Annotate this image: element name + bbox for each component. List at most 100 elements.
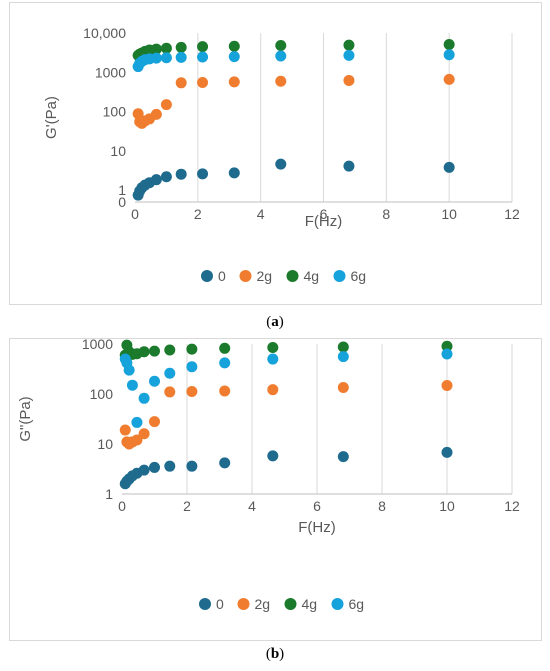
data-point-series-4g (164, 344, 176, 356)
x-tick-label: 0 (131, 206, 139, 222)
data-point-series-6g (138, 392, 150, 404)
y-tick-label: 1000 (95, 64, 126, 80)
x-tick-label: 8 (378, 498, 386, 514)
x-tick-label: 2 (183, 498, 191, 514)
data-point-series-6g (443, 49, 455, 61)
legend-marker-4g (286, 270, 299, 282)
x-tick-label: 2 (194, 206, 202, 222)
legend-marker-2g (237, 598, 250, 610)
caption-a: (a) (266, 314, 284, 330)
legend-marker-6g (331, 598, 344, 610)
data-point-series-4g (219, 342, 231, 354)
data-point-series-6g (175, 51, 187, 63)
data-point-series-4g (343, 39, 355, 51)
legend-marker-0 (199, 598, 211, 610)
y-tick-label: 1000 (82, 339, 113, 352)
caption-b: (b) (265, 646, 285, 662)
data-point-series-4g (150, 43, 162, 55)
chart-panel-b: 0 2 4 6 8 10 12 1 10 100 1000 F(Hz) G"(Pa) 0 2g 4g 6g (9, 338, 542, 641)
data-point-series-6g (228, 51, 240, 63)
data-point-series-6g (131, 416, 143, 428)
data-point-series-4g (228, 40, 240, 52)
data-point-series-4g (443, 38, 455, 50)
data-point-series-2g (149, 416, 160, 428)
y-tick-label: 1 (118, 182, 126, 198)
data-point-series-4g (160, 42, 172, 54)
x-tick-label: 4 (257, 206, 265, 222)
data-point-series-0 (228, 167, 240, 179)
data-point-series-0 (219, 457, 231, 469)
data-point-series-2g (138, 428, 150, 440)
data-point-series-2g (150, 108, 162, 120)
legend-label-6g: 6g (351, 268, 367, 284)
y-tick-label: 10,000 (83, 25, 126, 41)
legend-marker-0 (201, 270, 213, 282)
y-axis-title: G"(Pa) (17, 396, 34, 441)
legend-marker-2g (239, 270, 252, 282)
data-point-series-2g (119, 424, 131, 436)
chart-panel-a: 0 2 4 6 8 10 12 1 10 100 1000 10,000 0 F(Hz) G'(Pa) 0 2g… (9, 2, 542, 305)
y-tick-label: 100 (90, 386, 114, 402)
data-point-series-6g (337, 351, 349, 363)
data-point-series-4g (186, 343, 198, 355)
data-point-series-0 (441, 446, 453, 458)
data-point-series-6g (275, 50, 287, 62)
data-point-series-0 (149, 461, 160, 473)
x-tick-label: 0 (118, 498, 126, 514)
y-tick-label: 0 (118, 194, 126, 210)
data-point-series-2g (175, 77, 187, 89)
data-point-series-2g (164, 386, 176, 398)
y-tick-label: 10 (110, 143, 126, 159)
data-point-series-0 (186, 460, 198, 472)
data-point-series-0 (337, 451, 349, 463)
data-point-series-2g (337, 381, 349, 393)
data-point-series-2g (197, 76, 209, 88)
data-point-series-0 (343, 160, 355, 172)
chart-b-svg: 0 2 4 6 8 10 12 1 10 100 1000 F(Hz) G"(Pa) 0 2g 4g 6g (17, 339, 520, 612)
data-point-series-6g (126, 379, 138, 391)
data-point-series-0 (150, 174, 162, 186)
legend-label-6g: 6g (349, 596, 365, 612)
y-tick-label: 10 (97, 436, 113, 452)
legend-label-0: 0 (216, 596, 224, 612)
x-tick-label: 10 (441, 206, 457, 222)
legend-label-4g: 4g (304, 268, 320, 284)
data-point-series-0 (267, 450, 279, 462)
data-point-series-0 (197, 168, 209, 180)
legend-marker-4g (284, 598, 297, 610)
data-point-series-2g (343, 74, 355, 86)
legend-label-2g: 2g (257, 268, 273, 284)
y-tick-label: 100 (103, 104, 127, 120)
data-point-series-4g (149, 345, 160, 357)
x-axis-title: F(Hz) (298, 519, 336, 536)
data-point-series-6g (123, 364, 135, 376)
data-point-series-0 (443, 161, 455, 173)
caption-a-letter: a (271, 314, 279, 330)
x-tick-label: 8 (382, 206, 390, 222)
data-point-series-4g (267, 342, 279, 354)
x-axis-title: F(Hz) (305, 213, 343, 230)
legend-marker-6g (333, 270, 346, 282)
data-point-series-0 (164, 460, 176, 472)
data-point-series-4g (275, 40, 287, 52)
data-point-series-2g (160, 99, 172, 111)
data-point-series-4g (197, 41, 209, 53)
data-point-series-2g (441, 379, 453, 391)
y-tick-label: 1 (105, 486, 113, 502)
legend-label-2g: 2g (255, 596, 271, 612)
data-point-series-6g (343, 49, 355, 61)
x-tick-label: 4 (248, 498, 256, 514)
data-point-series-2g (267, 384, 279, 396)
x-tick-label: 6 (313, 498, 321, 514)
data-point-series-4g (138, 346, 150, 358)
data-point-series-2g (443, 73, 455, 85)
x-tick-label: 12 (504, 206, 520, 222)
data-point-series-0 (175, 168, 187, 180)
data-point-series-6g (219, 357, 231, 369)
data-point-series-6g (150, 52, 162, 64)
legend-label-4g: 4g (302, 596, 318, 612)
data-point-series-0 (160, 171, 172, 183)
chart-a-svg: 0 2 4 6 8 10 12 1 10 100 1000 10,000 0 F(Hz) G'(Pa) 0 2g… (43, 25, 520, 284)
data-point-series-0 (275, 158, 287, 170)
y-axis-title: G'(Pa) (43, 96, 60, 139)
